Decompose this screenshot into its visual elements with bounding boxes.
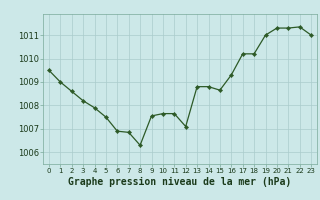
X-axis label: Graphe pression niveau de la mer (hPa): Graphe pression niveau de la mer (hPa) (68, 177, 292, 187)
